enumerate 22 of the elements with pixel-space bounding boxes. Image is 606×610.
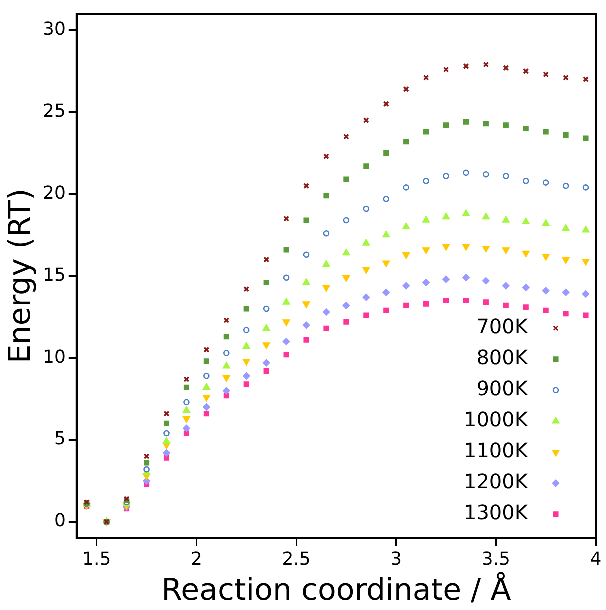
legend-label: 1300K [464, 500, 529, 525]
y-tick-label: 0 [54, 510, 66, 532]
legend-label: 1100K [464, 438, 529, 463]
legend-label: 1200K [464, 470, 529, 494]
legend-label: 1000K [464, 408, 529, 432]
x-tick-label: 2.5 [282, 548, 311, 570]
x-tick-label: 1.5 [82, 548, 112, 570]
x-tick-label: 3.5 [482, 548, 510, 570]
y-tick-label: 10 [43, 346, 66, 368]
x-tick-label: 3 [390, 548, 402, 570]
y-tick-label: 5 [54, 428, 66, 450]
y-tick-label: 30 [43, 19, 66, 40]
y-tick-label: 25 [43, 100, 66, 122]
x-tick-label: 2 [190, 548, 202, 570]
legend-label: 700K [476, 314, 529, 339]
y-tick-label: 15 [43, 264, 66, 286]
legend-label: 800K [476, 346, 529, 370]
legend-label: 900K [476, 376, 529, 401]
x-tick-label: 4 [590, 548, 602, 570]
x-axis-title: Reaction coordinate / Å [162, 572, 512, 608]
y-axis-title: Energy (RT) [2, 188, 38, 364]
y-tick-label: 20 [43, 182, 66, 204]
